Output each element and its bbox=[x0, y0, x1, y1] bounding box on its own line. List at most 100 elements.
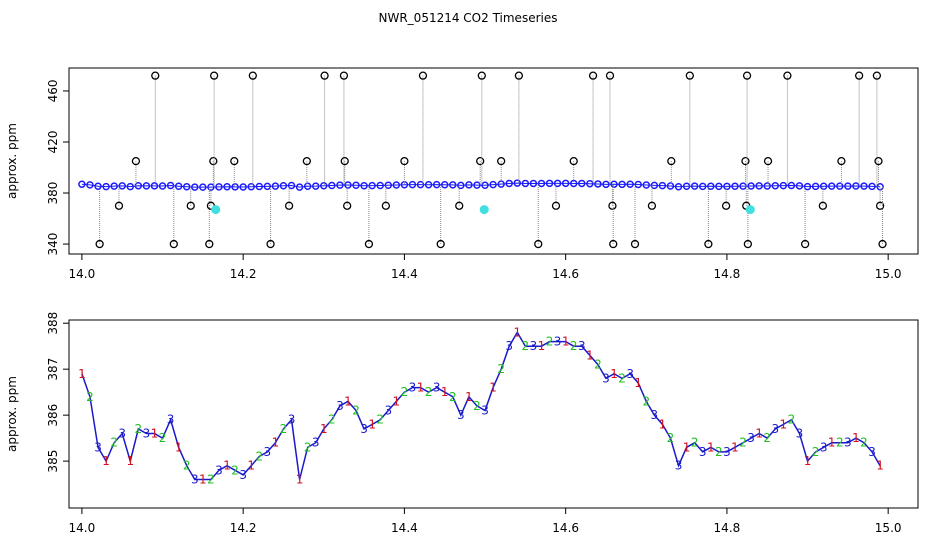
glyph-point: 1 bbox=[538, 339, 546, 353]
outlier-point bbox=[476, 156, 485, 166]
outlier-point bbox=[209, 71, 219, 80]
glyph-point: 1 bbox=[223, 459, 231, 473]
glyph-point: 1 bbox=[175, 440, 183, 454]
data-point bbox=[763, 182, 771, 190]
outlier-point bbox=[95, 239, 104, 249]
glyph-point: 3 bbox=[312, 436, 320, 450]
x-tick-label: 14.2 bbox=[230, 521, 257, 535]
data-point bbox=[263, 182, 272, 191]
data-point bbox=[255, 182, 264, 191]
data-point bbox=[449, 181, 457, 189]
data-point bbox=[392, 181, 401, 189]
data-point bbox=[142, 182, 151, 190]
glyph-point: 1 bbox=[368, 417, 376, 431]
x-tick-label: 14.0 bbox=[69, 267, 96, 281]
outlier-point bbox=[266, 239, 275, 249]
glyph-point: 2 bbox=[449, 390, 457, 404]
glyph-point: 2 bbox=[86, 390, 94, 404]
glyph-point: 2 bbox=[763, 431, 771, 445]
glyph-point: 2 bbox=[183, 459, 191, 473]
glyph-point: 3 bbox=[868, 445, 876, 459]
glyph-point: 2 bbox=[594, 358, 602, 372]
glyph-point: 1 bbox=[393, 394, 401, 408]
plot-frame bbox=[68, 67, 919, 255]
glyph-point: 1 bbox=[852, 431, 860, 445]
data-point bbox=[207, 183, 215, 191]
data-point bbox=[682, 182, 691, 191]
glyph-point: 1 bbox=[465, 390, 473, 404]
glyph-point: 3 bbox=[409, 381, 417, 395]
data-point bbox=[803, 182, 812, 191]
outlier-point bbox=[151, 71, 160, 80]
data-point bbox=[473, 181, 481, 189]
x-tick-label: 15.0 bbox=[875, 267, 902, 281]
data-point bbox=[755, 182, 763, 190]
y-axis-label: approx. ppm bbox=[5, 376, 19, 452]
glyph-point: 3 bbox=[626, 367, 634, 381]
glyph-point: 3 bbox=[239, 468, 247, 482]
series-line bbox=[81, 330, 881, 481]
glyph-point: 1 bbox=[610, 367, 618, 381]
data-point bbox=[416, 180, 425, 189]
glyph-point: 3 bbox=[167, 413, 175, 427]
outlier-point bbox=[114, 201, 124, 210]
outlier-point bbox=[800, 239, 810, 249]
data-point bbox=[166, 181, 175, 190]
data-point bbox=[707, 182, 715, 191]
chart-title: NWR_051214 CO2 Timeseries bbox=[379, 11, 558, 25]
glyph-point: 2 bbox=[207, 473, 215, 487]
x-tick-label: 14.4 bbox=[391, 521, 418, 535]
glyph-point: 2 bbox=[401, 385, 409, 399]
y-tick-label: 386 bbox=[46, 404, 60, 427]
outlier-point bbox=[875, 201, 885, 210]
outlier-point bbox=[284, 201, 294, 210]
outlier-point bbox=[837, 156, 846, 166]
glyph-point: 2 bbox=[110, 436, 118, 450]
data-point bbox=[787, 181, 796, 190]
glyph-point: 3 bbox=[651, 408, 659, 422]
data-point bbox=[295, 183, 304, 191]
data-point bbox=[408, 180, 417, 189]
outlier-point bbox=[364, 239, 374, 249]
glyph-point: 3 bbox=[530, 339, 538, 353]
data-point bbox=[836, 182, 844, 190]
data-point bbox=[158, 182, 167, 190]
glyph-point: 1 bbox=[441, 385, 449, 399]
glyph-point: 2 bbox=[788, 413, 796, 427]
data-point bbox=[303, 182, 312, 191]
data-point bbox=[771, 181, 780, 190]
outlier-point bbox=[741, 156, 750, 166]
data-point bbox=[457, 181, 465, 190]
glyph-point: 1 bbox=[320, 422, 328, 436]
data-point bbox=[626, 180, 634, 188]
glyph-point: 3 bbox=[336, 399, 344, 413]
glyph-point: 1 bbox=[683, 440, 691, 454]
data-point bbox=[553, 179, 562, 188]
glyph-point: 1 bbox=[828, 436, 836, 450]
glyph-point: 2 bbox=[546, 335, 554, 349]
data-point bbox=[610, 180, 618, 188]
glyph-point: 3 bbox=[699, 445, 707, 459]
data-point bbox=[715, 182, 723, 191]
glyph-point: 2 bbox=[159, 431, 167, 445]
glyph-point: 2 bbox=[135, 422, 143, 436]
data-point bbox=[78, 180, 86, 188]
data-point bbox=[134, 181, 143, 190]
glyph-point: 1 bbox=[731, 440, 739, 454]
data-point bbox=[481, 181, 489, 189]
outlier-point bbox=[514, 71, 524, 80]
data-point bbox=[811, 182, 820, 191]
y-tick-label: 380 bbox=[46, 182, 60, 205]
outlier-point bbox=[569, 156, 578, 166]
glyph-point: 3 bbox=[578, 339, 586, 353]
data-point bbox=[779, 181, 788, 190]
glyph-point: 2 bbox=[255, 450, 263, 464]
outlier-point bbox=[209, 156, 218, 166]
outlier-point bbox=[400, 156, 409, 166]
plot-frame bbox=[68, 319, 919, 509]
data-point bbox=[223, 183, 231, 191]
data-point bbox=[231, 183, 239, 191]
glyph-point: 1 bbox=[247, 459, 255, 473]
glyph-point: 3 bbox=[505, 339, 513, 353]
data-point bbox=[465, 181, 473, 189]
